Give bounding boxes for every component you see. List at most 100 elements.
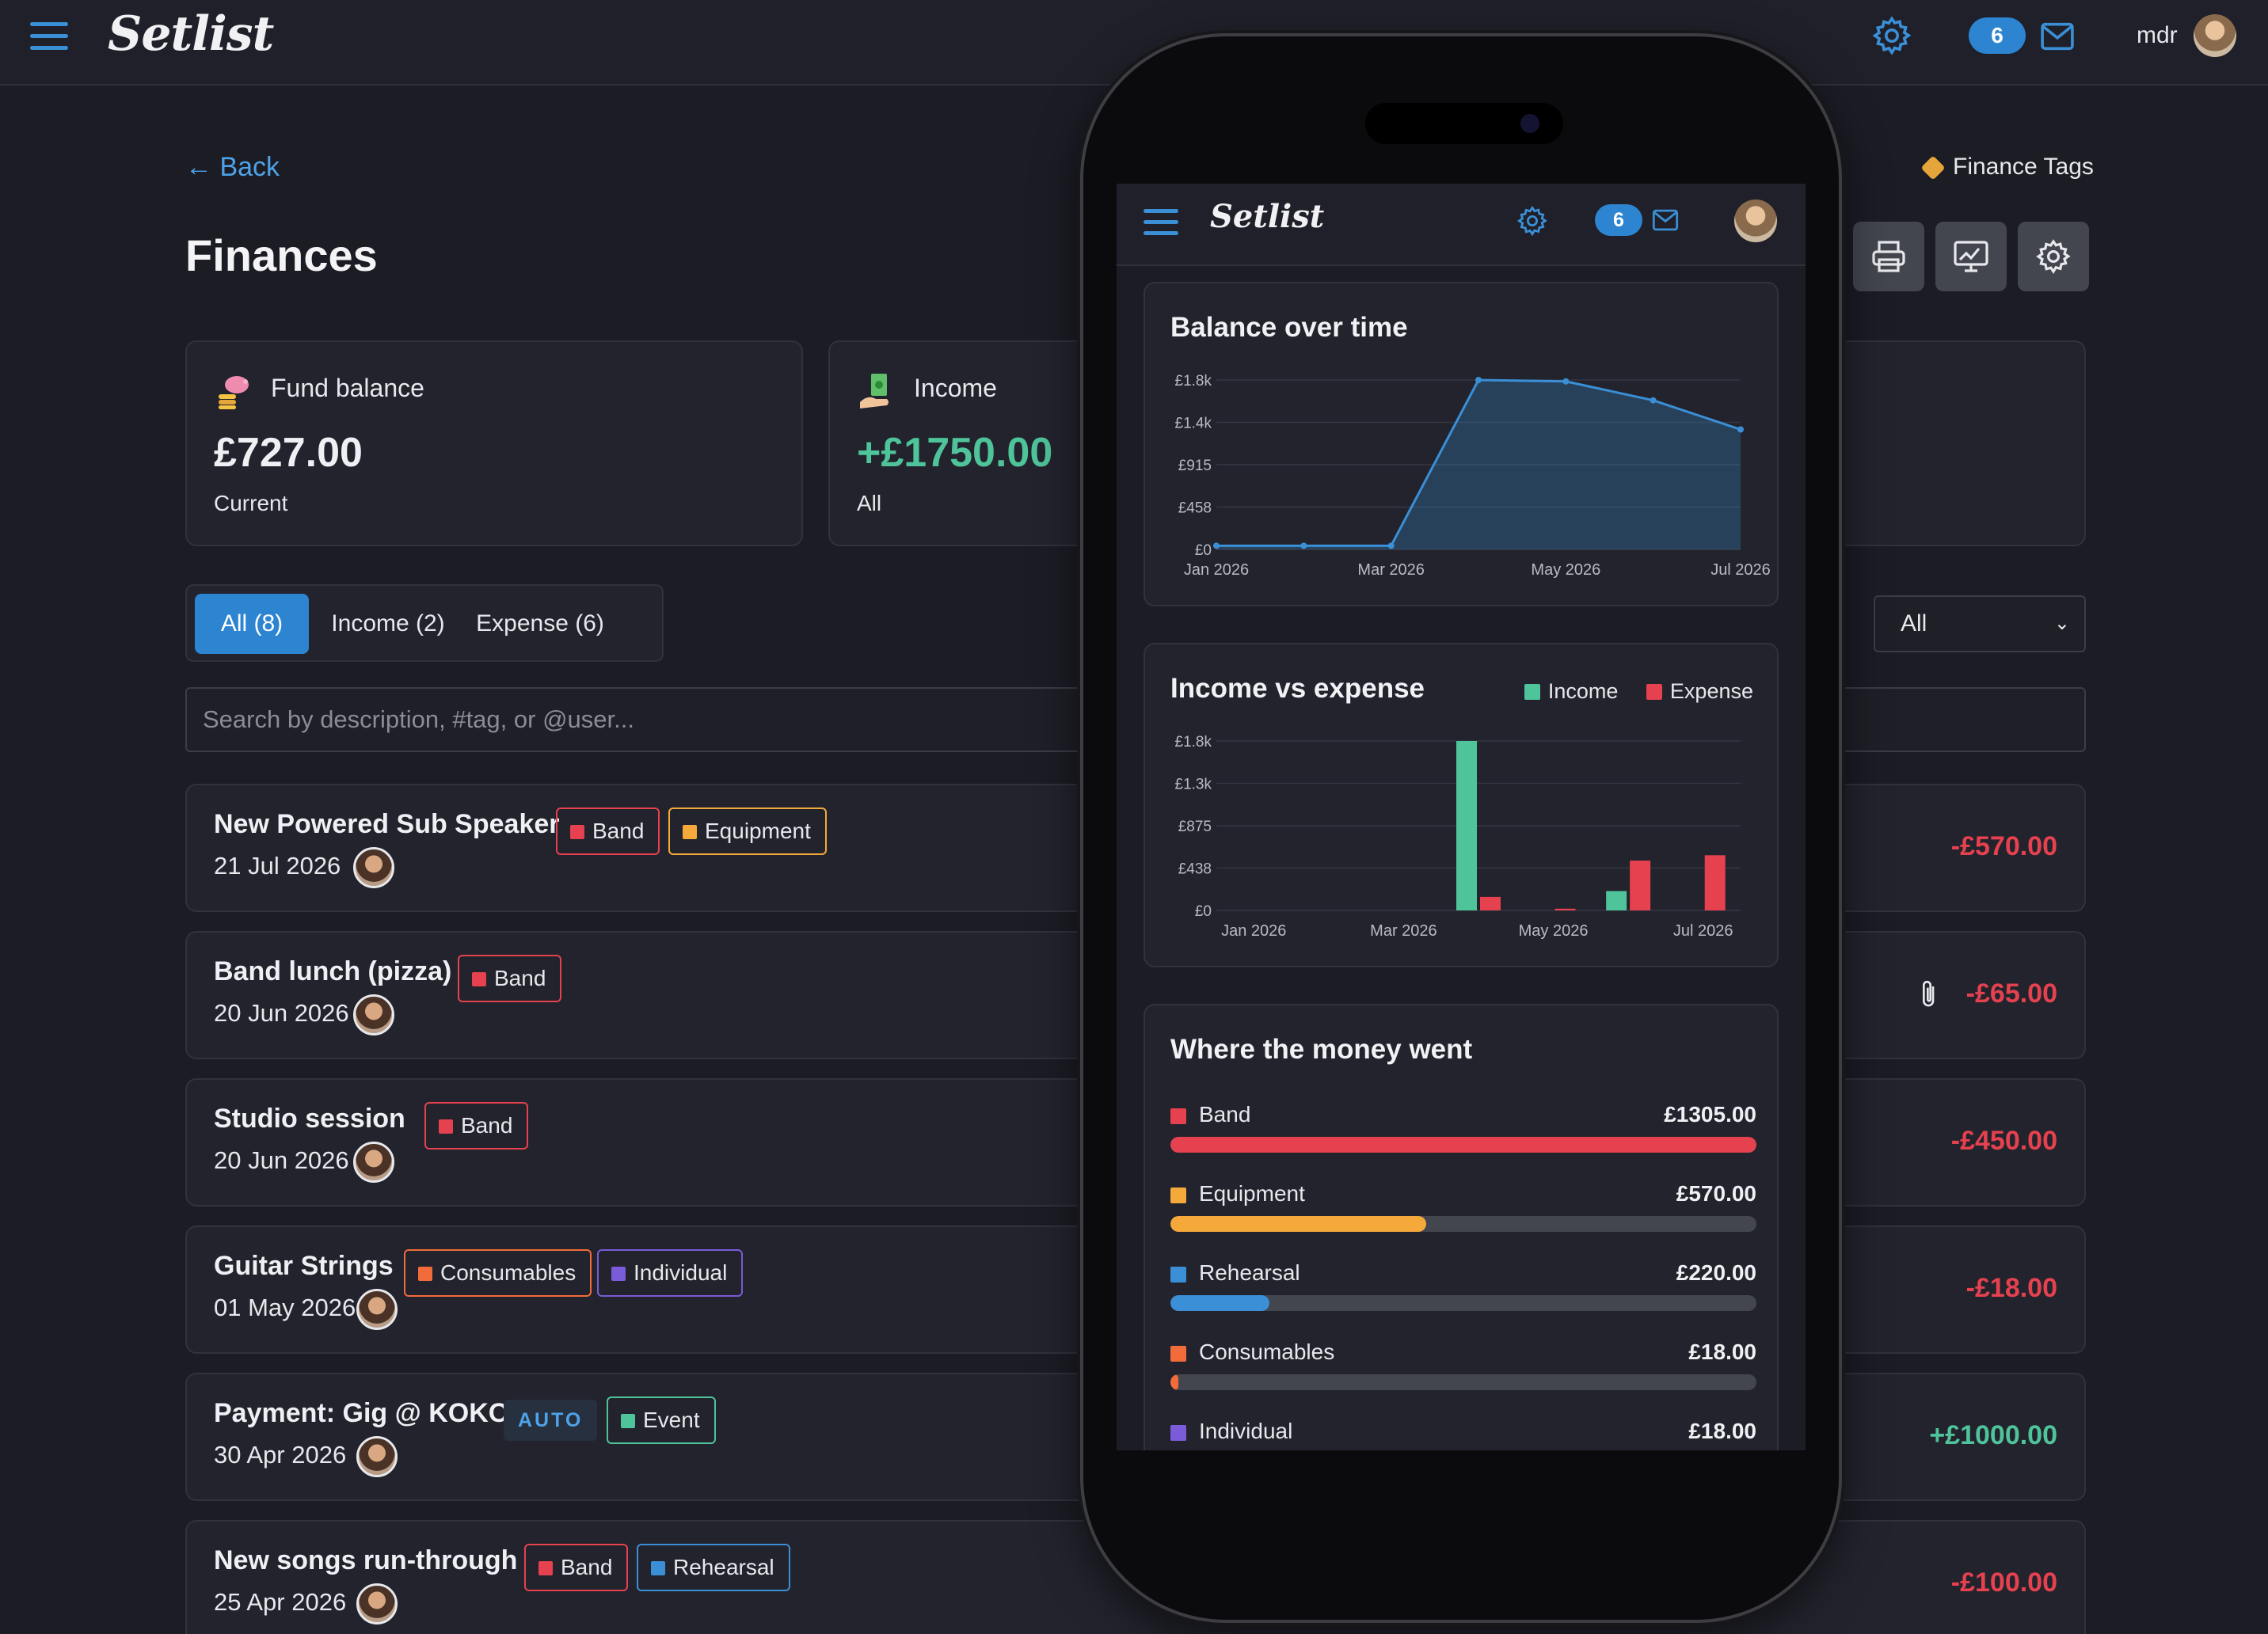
category-swatch: [1170, 1108, 1186, 1124]
legend-income[interactable]: Income: [1547, 679, 1619, 703]
income-label: Income: [914, 374, 997, 402]
expense-bar: [1630, 861, 1651, 910]
fund-balance-card: Fund balance £727.00 Current: [185, 340, 803, 546]
printer-icon: [1872, 241, 1905, 272]
finance-tags-link[interactable]: Finance Tags: [1920, 154, 2094, 180]
x-tick-label: May 2026: [1531, 561, 1600, 579]
income-value: +£1750.00: [857, 430, 1053, 476]
app-logo[interactable]: Setlist: [108, 6, 274, 62]
category-progress-fill: [1170, 1295, 1269, 1311]
chart-legend: Income Expense: [1524, 679, 1753, 704]
tag-badge[interactable]: Event: [607, 1396, 716, 1444]
print-button[interactable]: [1853, 222, 1924, 291]
balance-point: [1300, 542, 1307, 549]
paperclip-icon[interactable]: [1918, 978, 1940, 1010]
category-swatch: [1170, 1346, 1186, 1362]
y-tick-label: £1.4k: [1175, 416, 1212, 432]
transaction-date: 25 Apr 2026: [214, 1588, 347, 1616]
category-name: Individual: [1199, 1419, 1293, 1443]
mobile-notification-badge[interactable]: 6: [1595, 204, 1642, 236]
breakdown-card: Where the money went Band £1305.00 Equip…: [1144, 1004, 1779, 1450]
mobile-mail-icon[interactable]: [1652, 209, 1679, 231]
balance-area: [1216, 380, 1741, 549]
income-expense-card: Income vs expense Income Expense £0 £438 £…: [1144, 643, 1779, 967]
category-swatch: [1170, 1188, 1186, 1203]
search-input[interactable]: [203, 689, 1074, 750]
category-name: Consumables: [1199, 1340, 1335, 1364]
tab-all[interactable]: All (8): [195, 594, 309, 654]
user-avatar[interactable]: [2194, 14, 2236, 57]
category-name: Equipment: [1199, 1181, 1305, 1206]
legend-expense[interactable]: Expense: [1669, 679, 1753, 703]
income-expense-chart: £0 £438 £875 £1.3k £1.8k Jan 2026 Mar 2026 May …: [1175, 734, 1741, 940]
tag-badge[interactable]: Band: [424, 1102, 529, 1150]
tag-badge[interactable]: Band: [524, 1544, 629, 1591]
category-progress-track: [1170, 1137, 1756, 1153]
breakdown-item: Consumables £18.00: [1170, 1336, 1756, 1400]
member-avatar[interactable]: [356, 1583, 398, 1624]
back-link[interactable]: ← Back: [185, 152, 280, 182]
mobile-gear-icon[interactable]: [1516, 204, 1549, 238]
auto-badge: AUTO: [504, 1400, 598, 1441]
tag-badge[interactable]: Rehearsal: [637, 1544, 790, 1591]
tag-badge[interactable]: Individual: [597, 1249, 744, 1297]
tab-income[interactable]: Income (2): [331, 610, 445, 636]
member-avatar[interactable]: [353, 994, 394, 1036]
member-avatar[interactable]: [356, 1436, 398, 1477]
x-tick-label: Mar 2026: [1370, 922, 1437, 940]
fund-balance-label: Fund balance: [271, 374, 424, 402]
mobile-logo[interactable]: Setlist: [1210, 198, 1325, 235]
transaction-name: Studio session: [214, 1104, 405, 1134]
transaction-name: Payment: Gig @ KOKO: [214, 1398, 510, 1428]
mobile-menu-icon[interactable]: [1144, 209, 1178, 242]
breakdown-item: Band £1305.00: [1170, 1099, 1756, 1162]
member-avatar[interactable]: [353, 847, 394, 888]
member-avatar[interactable]: [353, 1142, 394, 1183]
piggy-bank-icon: [219, 376, 249, 409]
transaction-amount: -£100.00: [1950, 1568, 2057, 1598]
income-bar: [1606, 891, 1627, 910]
balance-point: [1650, 397, 1657, 404]
finance-tags-label: Finance Tags: [1953, 154, 2094, 180]
chevron-down-icon: ⌄: [2053, 613, 2070, 634]
expense-bar: [1480, 896, 1501, 910]
menu-icon[interactable]: [30, 22, 68, 54]
breakdown-item: Equipment £570.00: [1170, 1178, 1756, 1241]
x-tick-label: Jul 2026: [1711, 561, 1771, 579]
member-avatar[interactable]: [356, 1289, 398, 1330]
tab-expense[interactable]: Expense (6): [476, 610, 604, 636]
y-tick-label: £1.8k: [1175, 734, 1212, 750]
transaction-name: Band lunch (pizza): [214, 956, 452, 986]
category-progress-track: [1170, 1216, 1756, 1232]
mobile-user-avatar[interactable]: [1734, 200, 1777, 242]
balance-chart: £0 £458 £915 £1.4k £1.8k Jan 2026 Mar 2026 May …: [1175, 373, 1771, 579]
report-button[interactable]: [1935, 222, 2007, 291]
mobile-navbar: Setlist 6: [1117, 184, 1806, 266]
settings-gear-icon[interactable]: [1870, 14, 1913, 57]
filter-select[interactable]: All ⌄: [1874, 595, 2086, 652]
y-tick-label: £1.3k: [1175, 777, 1212, 793]
notification-badge[interactable]: 6: [1969, 17, 2026, 54]
mail-icon[interactable]: [2040, 22, 2075, 51]
phone-screen: Setlist 6 Balance over time £0 £458 £915 £1…: [1117, 184, 1806, 1450]
tag-badge[interactable]: Band: [458, 955, 562, 1002]
type-filter-tabs: All (8) Income (2) Expense (6): [185, 584, 664, 662]
category-progress-fill: [1170, 1137, 1756, 1153]
username[interactable]: mdr: [2137, 22, 2178, 48]
y-tick-label: £915: [1178, 458, 1212, 474]
cash-hand-icon: [860, 374, 889, 408]
transaction-name: New Powered Sub Speaker: [214, 809, 560, 839]
balance-point: [1475, 377, 1482, 383]
expense-bar: [1554, 908, 1576, 910]
tag-badge[interactable]: Consumables: [404, 1249, 592, 1297]
breakdown-item: Rehearsal £220.00: [1170, 1257, 1756, 1320]
transaction-name: Guitar Strings: [214, 1251, 394, 1281]
finance-settings-button[interactable]: [2018, 222, 2089, 291]
transaction-name: New songs run-through: [214, 1545, 518, 1575]
x-tick-label: Jan 2026: [1221, 922, 1286, 940]
tag-badge[interactable]: Equipment: [668, 808, 827, 855]
transaction-date: 20 Jun 2026: [214, 1146, 349, 1174]
category-swatch: [1170, 1267, 1186, 1282]
page-title: Finances: [185, 230, 378, 280]
tag-badge[interactable]: Band: [556, 808, 660, 855]
